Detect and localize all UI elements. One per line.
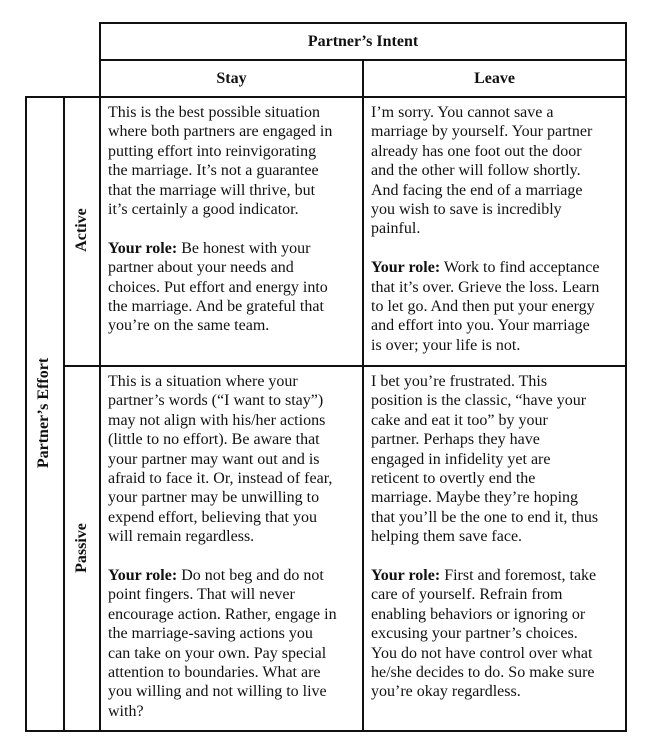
role-line: point fingers. That will never (108, 586, 295, 604)
body-line: your partner may be unwilling to (108, 489, 320, 507)
role-line: excusing your partner’s choices. (371, 625, 578, 643)
role-line: and effort into you. Your marriage (371, 317, 590, 335)
body-line: engaged in infidelity yet are (371, 450, 551, 468)
role-label: Your role: (371, 567, 441, 585)
body-line: This is the best possible situation (108, 104, 320, 121)
role-line: you’re okay regardless. (371, 683, 521, 701)
body-line: your partner may want out and is (108, 450, 320, 468)
role-line: is over; your life is not. (371, 336, 521, 354)
role-line: attention to boundaries. What are (108, 664, 321, 682)
cell-passive-stay: This is a situation where your partner’s … (99, 365, 364, 732)
role-line: you’re on the same team. (108, 317, 270, 335)
role-text: Do not beg and do not (177, 567, 324, 585)
role-label: Your role: (108, 567, 178, 585)
body-line: I bet you’re frustrated. This (371, 373, 548, 390)
spacer (371, 239, 619, 258)
body-line: I’m sorry. You cannot save a (371, 104, 554, 121)
row-passive-label: Passive (73, 523, 90, 573)
body-line: marriage. Maybe they’re hoping (371, 489, 579, 507)
role-line: partner about your needs and (108, 259, 294, 277)
body-line: that you’ll be the one to end it, thus (371, 508, 599, 526)
role-line: the marriage-saving actions you (108, 625, 313, 643)
role-line: Your role: Be honest with your (108, 239, 356, 258)
role-line: encourage action. Rather, engage in (108, 605, 337, 623)
cell-active-leave: I’m sorry. You cannot save a marriage by … (362, 96, 627, 367)
role-line: with? (108, 702, 144, 720)
body-line: partner’s words (“I want to stay”) (108, 392, 324, 410)
cell-passive-leave: I bet you’re frustrated. This position is… (362, 365, 627, 732)
role-text: First and foremost, take (440, 567, 597, 585)
body-line: that the marriage will thrive, but (108, 181, 316, 199)
body-line: may not align with his/her actions (108, 411, 326, 429)
body-line: expend effort, believing that you (108, 508, 317, 526)
body-line: partner. Perhaps they have (371, 431, 540, 449)
body-line: position is the classic, “have your (371, 392, 587, 410)
role-line: Your role: Work to find acceptance (371, 258, 619, 277)
role-text: Work to find acceptance (440, 259, 600, 277)
role-label: Your role: (371, 259, 441, 277)
role-line: You do not have control over what (371, 644, 593, 662)
role-line: he/she decides to do. So make sure (371, 664, 595, 682)
header-title: Partner’s Intent (307, 32, 419, 50)
column-header-stay: Stay (99, 59, 364, 98)
cell-active-stay: This is the best possible situation where… (99, 96, 364, 367)
body-line: painful. (371, 220, 421, 238)
row-active-label: Active (73, 208, 90, 252)
role-line: that it’s over. Grieve the loss. Learn (371, 278, 600, 296)
body-line: marriage by yourself. Your partner (371, 123, 593, 141)
spacer (108, 219, 356, 238)
body-line: it’s certainly a good indicator. (108, 201, 299, 219)
role-line: Your role: Do not beg and do not (108, 566, 356, 585)
body-line: afraid to face it. Or, instead of fear, (108, 470, 333, 488)
role-text: Be honest with your (177, 239, 311, 257)
partners-intent-header: Partner’s Intent (99, 22, 627, 61)
body-line: will remain regardless. (108, 528, 255, 546)
body-line: And facing the end of a marriage (371, 181, 583, 199)
body-line: already has one foot out the door (371, 142, 582, 160)
body-line: (little to no effort). Be aware that (108, 431, 320, 449)
role-line: the marriage. And be grateful that (108, 298, 324, 316)
role-line: can take on your own. Pay special (108, 644, 327, 662)
body-line: and the other will follow shortly. (371, 162, 581, 180)
body-line: the marriage. It’s not a guarantee (108, 162, 319, 180)
column-header-leave: Leave (362, 59, 627, 98)
body-line: putting effort into reinvigorating (108, 142, 317, 160)
role-line: you willing and not willing to live (108, 683, 327, 701)
role-line: care of yourself. Refrain from (371, 586, 563, 604)
column-stay-label: Stay (216, 69, 247, 87)
role-line: enabling behaviors or ignoring or (371, 605, 586, 623)
partners-effort-label: Partner’s Effort (35, 357, 52, 469)
role-label: Your role: (108, 239, 178, 257)
role-line: Your role: First and foremost, take (371, 566, 619, 585)
spacer (371, 547, 619, 566)
body-line: reticent to overtly end the (371, 470, 536, 488)
role-line: choices. Put effort and energy into (108, 278, 328, 296)
body-line: cake and eat it too” by your (371, 411, 548, 429)
body-line: you wish to save is incredibly (371, 201, 562, 219)
column-leave-label: Leave (474, 69, 515, 87)
body-line: where both partners are engaged in (108, 123, 333, 141)
body-line: helping them save face. (371, 528, 523, 546)
role-line: to let go. And then put your energy (371, 298, 595, 316)
body-line: This is a situation where your (108, 373, 298, 390)
spacer (108, 547, 356, 566)
